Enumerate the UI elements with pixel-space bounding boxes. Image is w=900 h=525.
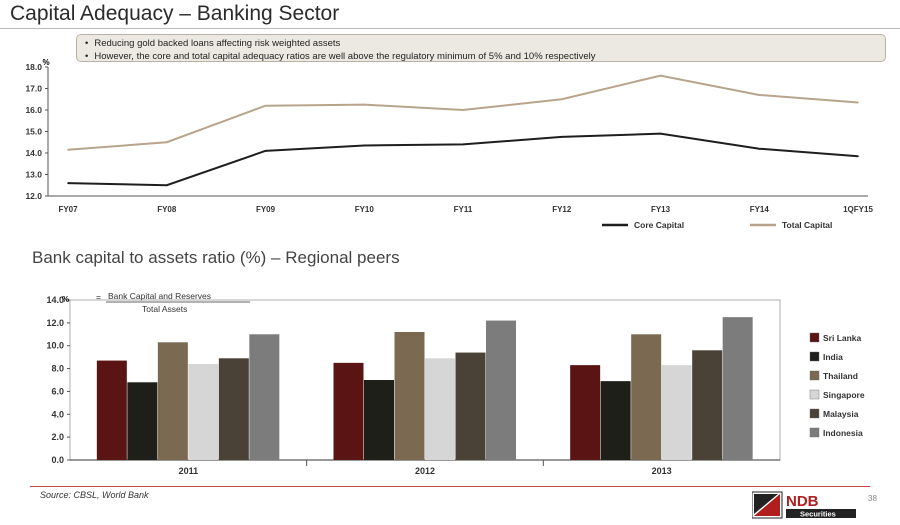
line-x-tick-label: FY11 [454,205,473,214]
line-y-tick-label: 17.0 [25,84,42,94]
bar-y-tick-label: 4.0 [51,409,64,419]
bar-x-tick-label: 2013 [652,466,672,476]
bar-2-1 [394,332,425,460]
line-series-0 [67,132,859,187]
line-point-1 [659,74,662,77]
line-point-0 [462,143,464,146]
bar-5-1 [486,320,516,460]
line-point-1 [857,101,859,104]
bar-x-tick-label: 2012 [415,466,435,476]
line-x-tick-label: FY09 [256,205,276,214]
bar-3-1 [425,358,455,460]
bar-4-0 [218,358,249,460]
bar-legend-label-4: Malaysia [823,409,859,419]
bar-legend-label-5: Indonesia [823,428,863,438]
bar-formula-denominator: Total Assets [142,304,187,314]
bar-1-2 [600,381,631,460]
line-y-tick-label: 12.0 [25,191,42,201]
capital-adequacy-line-chart: % 12.0 13.0 14.0 15.0 16.0 17.0 18.0 FY07 FY08 FY0… [25,58,873,230]
line-y-tick-label: 18.0 [25,62,42,72]
line-point-0 [264,150,267,152]
line-point-1 [67,148,69,151]
line-point-1 [264,104,267,107]
line-point-1 [363,103,366,106]
line-point-0 [758,147,761,150]
line-x-tick-label: FY13 [651,205,671,214]
page-number: 38 [868,494,877,503]
bar-2-2 [631,334,662,460]
capital-to-assets-bar-chart: 0.0 2.0 4.0 6.0 8.0 10.0 12.0 14.0% = Bank Capita… [46,291,865,476]
bar-y-tick-label: 10.0 [46,341,64,351]
line-y-tick-label: 14.0 [25,148,42,158]
bar-y-tick-label: 2.0 [51,432,64,442]
bar-legend-swatch-1 [809,351,820,362]
line-y-tick-label: 15.0 [25,127,42,137]
bar-y-tick-label: 6.0 [51,386,64,396]
footer-rule [30,486,870,487]
bar-1-1 [364,380,394,460]
bar-legend-label-0: Sri Lanka [823,333,862,343]
bar-legend-swatch-5 [809,427,820,438]
bar-legend-label-1: India [823,352,843,362]
bar-legend-swatch-0 [809,332,820,343]
bar-legend-swatch-3 [809,389,820,400]
line-legend-label-1: Total Capital [782,220,832,230]
line-point-1 [165,141,168,144]
bar-5-0 [249,334,280,460]
line-y-tick-label: 13.0 [25,170,42,180]
bar-legend-label-2: Thailand [823,371,858,381]
ndb-logo: NDB Securities [752,491,856,519]
bar-y-tick-label: 0.0 [51,455,64,465]
line-point-1 [462,109,464,111]
line-point-0 [363,144,366,147]
bar-y-tick-label: 12.0 [46,318,64,328]
source-note: Source: CBSL, World Bank [40,490,149,500]
line-point-1 [758,94,761,96]
bar-2-0 [157,342,188,460]
bar-legend-swatch-2 [809,370,820,381]
line-unit-label: % [42,58,49,67]
bar-legend-swatch-4 [809,408,820,419]
bar-3-2 [661,365,692,460]
line-x-tick-label: FY08 [157,205,177,214]
line-x-tick-label: FY07 [58,205,78,214]
line-point-0 [165,184,168,187]
bar-3-0 [188,364,219,460]
bar-4-2 [692,350,723,460]
bullet-1: Reducing gold backed loans affecting ris… [85,37,885,50]
line-series-1 [67,74,859,151]
line-x-tick-label: FY10 [355,205,375,214]
bar-formula-equals: = [96,292,101,302]
bullet-box: Reducing gold backed loans affecting ris… [76,34,886,62]
section-title: Bank capital to assets ratio (%) – Regio… [32,248,400,267]
bar-0-2 [570,365,601,460]
bar-y-tick-label: 14.0 [46,295,64,305]
bar-y-tick-label: 8.0 [51,364,64,374]
bar-formula-numerator: Bank Capital and Reserves [108,291,211,301]
line-point-1 [560,98,563,101]
line-x-tick-label: FY12 [552,205,572,214]
line-point-0 [857,155,859,158]
bar-legend-label-3: Singapore [823,390,865,400]
bullet-2: However, the core and total capital adeq… [85,50,885,63]
line-point-0 [67,182,69,184]
line-point-0 [659,132,662,135]
page-title: Capital Adequacy – Banking Sector [10,2,340,25]
line-legend-label-0: Core Capital [634,220,684,230]
line-y-tick-label: 16.0 [25,105,42,115]
bar-1-0 [127,382,158,460]
logo-sub-text: Securities [800,510,836,519]
line-x-tick-label: 1QFY15 [843,205,873,214]
bar-x-tick-label: 2011 [179,466,199,476]
logo-main-text: NDB [786,493,819,510]
line-point-0 [560,136,563,138]
title-rule [0,28,900,29]
bar-5-2 [722,317,753,460]
bar-0-1 [333,362,364,460]
line-x-tick-label: FY14 [750,205,770,214]
bar-4-1 [455,352,486,460]
bar-unit-label: % [62,295,69,304]
bar-0-0 [96,360,127,460]
